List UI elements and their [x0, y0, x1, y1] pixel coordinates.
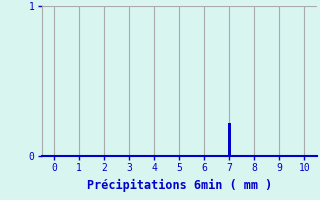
Bar [228, 123, 231, 156]
X-axis label: Précipitations 6min ( mm ): Précipitations 6min ( mm ) [87, 179, 272, 192]
